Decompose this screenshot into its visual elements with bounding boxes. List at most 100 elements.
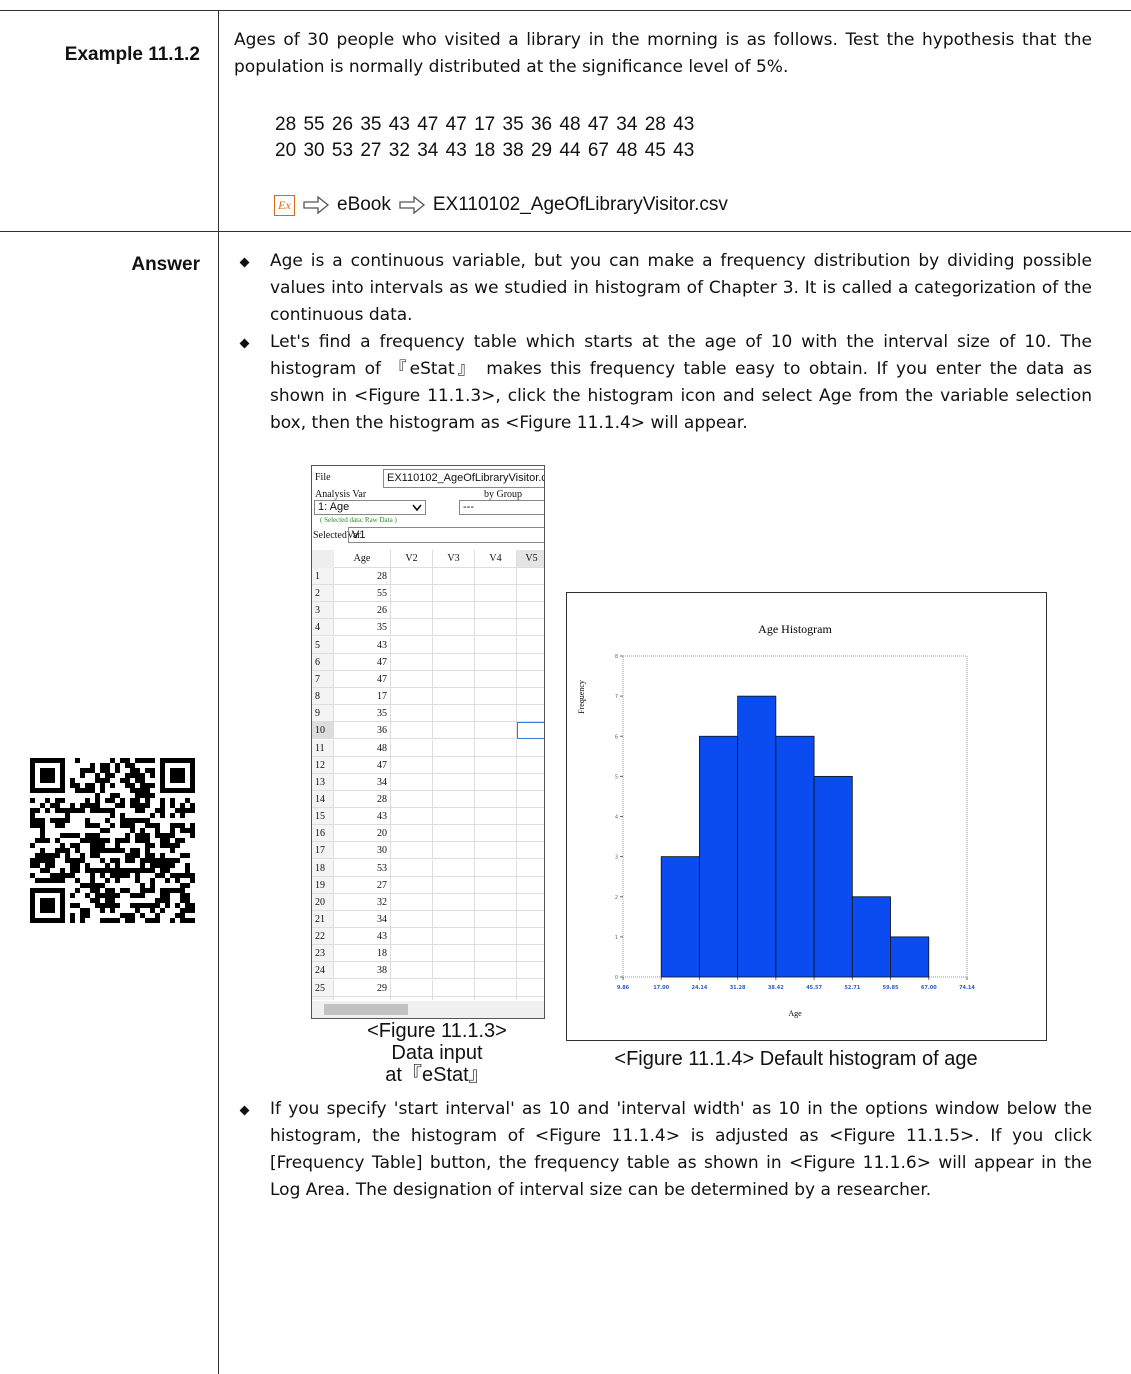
empty-cell (391, 774, 433, 791)
bullet-text: If you specify 'start interval' as 10 an… (270, 1096, 1092, 1204)
row-number: 7 (312, 671, 334, 688)
dropdown-icon (412, 504, 422, 512)
empty-cell (433, 791, 475, 808)
empty-cell (475, 774, 517, 791)
bar (738, 696, 776, 977)
empty-cell (517, 585, 544, 602)
empty-cell (475, 688, 517, 705)
empty-cell (475, 962, 517, 979)
x-tick-label: 31.28 (730, 985, 746, 991)
row-number: 16 (312, 825, 334, 842)
empty-cell (517, 808, 544, 825)
ex-icon[interactable]: Ex (274, 195, 295, 216)
empty-cell (391, 860, 433, 877)
header-cell: V4 (475, 550, 517, 568)
empty-cell (517, 980, 544, 997)
link-text[interactable]: EX110102_AgeOfLibraryVisitor.csv (433, 194, 728, 216)
empty-cell (475, 602, 517, 619)
empty-cell (391, 808, 433, 825)
empty-cell (475, 654, 517, 671)
empty-cell (391, 568, 433, 585)
header-cell: V3 (433, 550, 475, 568)
data-cell: 35 (334, 705, 391, 722)
figure-data-input: File EX110102_AgeOfLibraryVisitor.csv An… (311, 465, 545, 1019)
y-tick-label: 6 (615, 734, 618, 740)
selected-var-input[interactable]: V1 (348, 527, 545, 543)
scrollbar (312, 1001, 544, 1018)
rule (0, 10, 1131, 11)
empty-cell (475, 705, 517, 722)
row-number: 8 (312, 688, 334, 705)
empty-cell (517, 637, 544, 654)
empty-cell (433, 585, 475, 602)
empty-cell (517, 688, 544, 705)
data-value: 53 (332, 140, 353, 161)
data-grid: AgeV2V3V4V512825532643554364774781793510… (312, 550, 544, 1000)
caption-line: Data input (337, 1042, 537, 1064)
var-select[interactable]: 1: Age (314, 500, 426, 515)
selected-note: ( Selected data: Raw Data ) (320, 516, 397, 524)
row-number: 9 (312, 705, 334, 722)
data-value: 47 (588, 114, 609, 135)
y-tick-label: 1 (615, 935, 618, 941)
field-label: File (315, 472, 331, 483)
data-cell: 38 (334, 962, 391, 979)
bar (852, 897, 890, 977)
group-select[interactable]: --- (459, 500, 545, 515)
empty-cell (517, 945, 544, 962)
data-value: 18 (474, 140, 495, 161)
empty-cell (517, 860, 544, 877)
row-number: 17 (312, 842, 334, 859)
x-axis-label: Age (788, 1009, 802, 1018)
data-cell: 47 (334, 757, 391, 774)
empty-cell (475, 911, 517, 928)
x-tick-label: 52.71 (844, 985, 860, 991)
example-text: Ages of 30 people who visited a library … (234, 27, 1092, 81)
empty-cell (517, 568, 544, 585)
figure-histogram: Age HistogramFrequencyAge0123456789.8617… (566, 592, 1047, 1041)
row-number: 25 (312, 980, 334, 997)
row-number: 3 (312, 602, 334, 619)
empty-cell (391, 740, 433, 757)
empty-cell (517, 619, 544, 636)
empty-cell (475, 791, 517, 808)
empty-cell (475, 842, 517, 859)
bullet (240, 339, 250, 349)
empty-cell (391, 705, 433, 722)
empty-cell (475, 568, 517, 585)
empty-cell (475, 619, 517, 636)
data-cell: 20 (334, 825, 391, 842)
empty-cell (433, 637, 475, 654)
x-tick-label: 17.00 (653, 985, 669, 991)
data-cell: 47 (334, 654, 391, 671)
empty-cell (433, 568, 475, 585)
empty-cell (517, 705, 544, 722)
arrow-icon (301, 195, 331, 215)
header-cell: V2 (391, 550, 433, 568)
data-cell: 29 (334, 980, 391, 997)
empty-cell (433, 722, 475, 739)
row-number: 19 (312, 877, 334, 894)
bullet-text: Let's find a frequency table which start… (270, 329, 1092, 437)
empty-cell (391, 671, 433, 688)
y-tick-label: 0 (615, 975, 618, 981)
field-label: Analysis Var (315, 489, 366, 500)
empty-cell (433, 602, 475, 619)
rule (218, 10, 219, 1374)
empty-cell (391, 997, 433, 1000)
empty-cell (475, 928, 517, 945)
file-input[interactable]: EX110102_AgeOfLibraryVisitor.csv (383, 469, 545, 488)
empty-cell (517, 722, 544, 739)
bullet (240, 258, 250, 268)
data-cell: 26 (334, 602, 391, 619)
row-number: 26 (312, 997, 334, 1000)
y-tick-label: 4 (615, 815, 618, 821)
bar (891, 937, 929, 977)
empty-cell (475, 997, 517, 1000)
row-number: 6 (312, 654, 334, 671)
chart-title: Age Histogram (758, 622, 832, 636)
empty-cell (475, 722, 517, 739)
caption-line: at『eStat』 (337, 1064, 537, 1086)
chart: Age HistogramFrequencyAge0123456789.8617… (567, 593, 1046, 1040)
data-cell: 43 (334, 928, 391, 945)
